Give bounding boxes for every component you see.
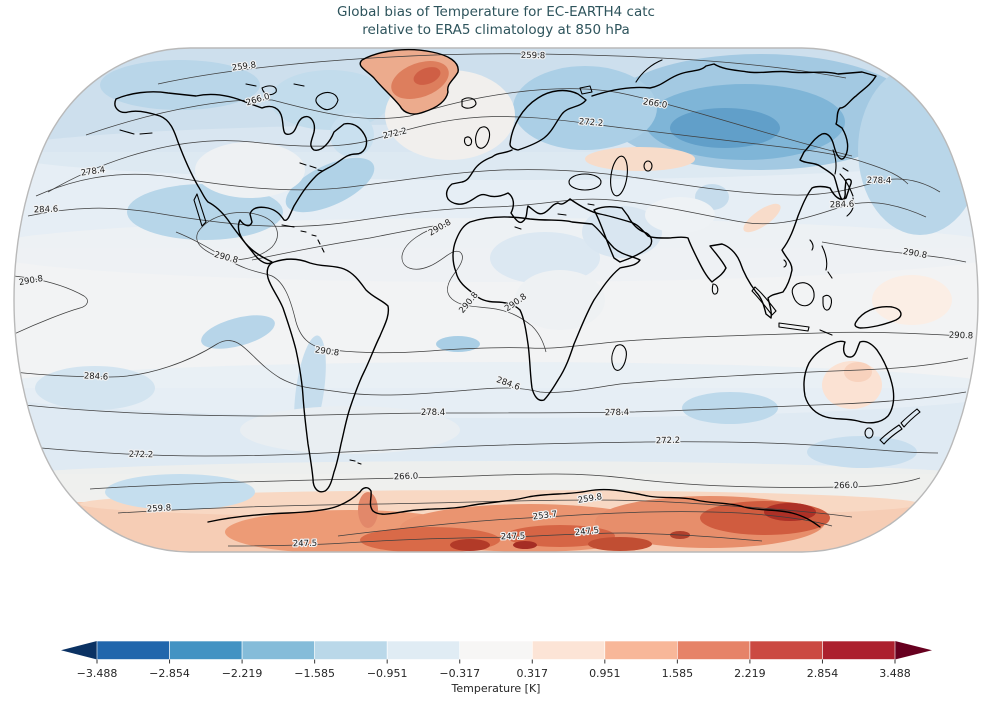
contour-label: 272.2: [656, 436, 681, 446]
coastline-philippines: [821, 245, 833, 279]
coastline-caspian-sea: [610, 155, 628, 197]
colorbar-tick-label: −0.951: [367, 667, 408, 680]
colorbar-segment: [169, 640, 243, 660]
coastline-iceland: [461, 97, 477, 109]
contour-label: 259.8: [147, 503, 172, 514]
contour-label: 284.6: [84, 371, 109, 382]
contour-label: 278.4: [867, 176, 892, 186]
colorbar-tick-label: 3.488: [879, 667, 911, 680]
coastline-new-zealand: [879, 408, 921, 445]
colorbar-segment: [459, 640, 533, 660]
coastline-africa: [452, 216, 641, 402]
coastline-greenland: [359, 48, 459, 115]
coastline-madagascar: [611, 344, 627, 371]
contour-lines: [14, 53, 969, 547]
colorbar-segment: [604, 640, 678, 660]
coastline-aral: [643, 160, 653, 172]
colorbar-tick-label: −1.585: [294, 667, 335, 680]
contour-label: 266.0: [394, 472, 419, 483]
coastline-borneo: [791, 282, 815, 307]
contour-label: 247.5: [574, 526, 599, 538]
coastline-europe: [445, 149, 571, 224]
colorbar-segment: [531, 640, 606, 660]
contour-label: 284.6: [34, 205, 59, 216]
colorbar-tick-label: −3.488: [77, 667, 118, 680]
chart-title-line2: relative to ERA5 climatology at 850 hPa: [362, 22, 630, 38]
coastline-new-guinea: [854, 305, 902, 329]
coastline-japan: [839, 167, 855, 217]
contour-label: 259.8: [231, 60, 256, 73]
contour-label: 290.8: [314, 345, 339, 358]
contour-label: 247.5: [501, 532, 526, 543]
colorbar: Temperature [K] −3.488 −2.854 −2.219 −1.585…: [61, 640, 932, 695]
coastline-caribbean: [281, 224, 362, 465]
colorbar-segment: [314, 640, 388, 660]
colorbar-segment: [241, 640, 315, 660]
coastline-sumatra-java: [751, 286, 810, 332]
colorbar-tick-label: 0.951: [589, 667, 621, 680]
colorbar-tick-label: 2.219: [734, 667, 766, 680]
colorbar-tick-label: −2.854: [149, 667, 190, 680]
coastline-australia: [803, 340, 895, 424]
colorbar-tick-label: 2.854: [807, 667, 839, 680]
colorbar-segment: [822, 640, 896, 660]
contour-label: 272.2: [579, 117, 604, 129]
contour-label: 266.0: [834, 481, 859, 491]
coastline-med-islands: [514, 203, 595, 230]
colorbar-under-arrow: [61, 641, 97, 660]
colorbar-tick-label: 0.317: [517, 667, 549, 680]
bias-fill-layer: [14, 48, 978, 552]
chart-title-line1: Global bias of Temperature for EC-EARTH4…: [337, 4, 655, 20]
coastline-baja: [193, 193, 207, 227]
coastline-tasmania: [864, 427, 874, 439]
coastline-srilanka: [711, 283, 719, 295]
coastline-aleutians: [119, 129, 153, 135]
colorbar-segment: [96, 640, 170, 660]
contour-label: 247.5: [293, 539, 318, 549]
coastline-south-america: [266, 258, 390, 493]
colorbar-segment: [677, 640, 751, 660]
colorbar-tick-label: 1.585: [662, 667, 694, 680]
contour-label: 272.2: [129, 450, 154, 460]
coastline-taiwan-hainan: [783, 239, 814, 268]
contour-label: 290.8: [949, 331, 974, 342]
coastline-north-america: [114, 91, 368, 265]
coastline-sulawesi: [819, 294, 833, 336]
coastline-svalbard: [579, 85, 593, 95]
contour-label: 278.4: [605, 408, 630, 418]
coastline-bering-fragment: [14, 93, 41, 113]
coastline-black-sea: [568, 173, 602, 191]
coastline-asia: [569, 63, 877, 319]
contour-label: 259.8: [577, 492, 603, 506]
coastline-sakhalin: [832, 149, 837, 175]
coastline-arctic-islands: [245, 83, 339, 111]
coastline-scandinavia: [509, 89, 587, 151]
colorbar-over-arrow: [895, 641, 932, 660]
coastline-uk-ireland: [464, 126, 491, 149]
map-outline: [13, 47, 979, 553]
contour-label: 284.6: [830, 200, 855, 211]
contour-label: 278.4: [421, 408, 445, 418]
colorbar-segment: [386, 640, 461, 660]
contour-label: 253.7: [532, 510, 557, 523]
colorbar-tick-label: −2.219: [222, 667, 263, 680]
colorbar-tick-label: −0.317: [439, 667, 480, 680]
contour-label: 259.8: [521, 51, 546, 61]
coastline-great-lakes: [299, 162, 324, 172]
colorbar-axis-label: Temperature [K]: [451, 682, 541, 695]
coastline-novaya-zemlya: [635, 59, 663, 83]
contour-label: 278.4: [80, 165, 105, 178]
coastline-antarctica: [207, 487, 821, 528]
colorbar-segment: [749, 640, 823, 660]
